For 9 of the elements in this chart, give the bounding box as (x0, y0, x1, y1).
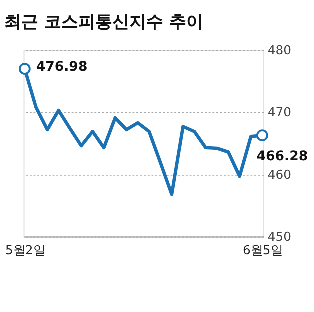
y-tick-label: 460 (268, 168, 292, 182)
x-tick-label: 6월5일 (243, 243, 283, 258)
chart-title: 최근 코스피통신지수 추이 (4, 12, 204, 32)
y-tick-label: 470 (268, 106, 292, 120)
annotation: 466.28 (256, 149, 308, 164)
y-tick-label: 450 (268, 230, 292, 244)
annotation: 476.98 (36, 60, 88, 75)
x-tick-label: 5월2일 (6, 243, 46, 258)
y-tick-label: 480 (268, 44, 292, 58)
